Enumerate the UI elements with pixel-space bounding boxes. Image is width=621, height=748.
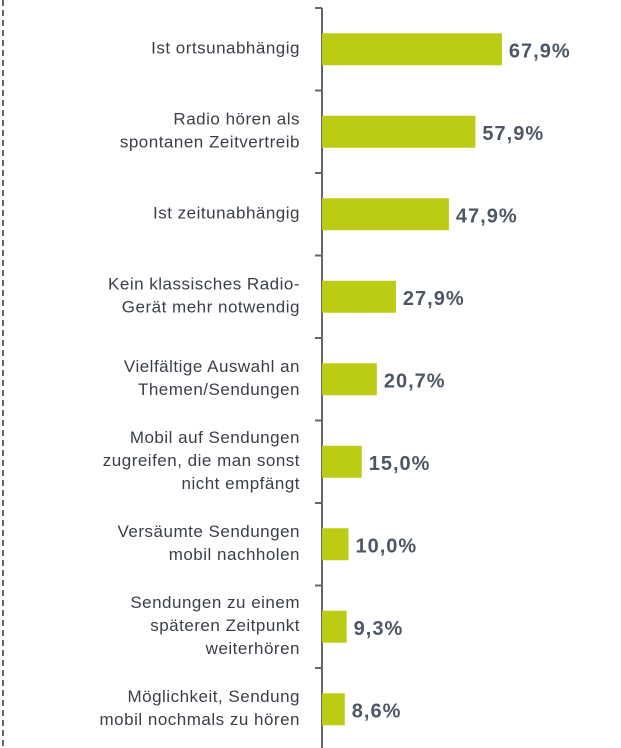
bar xyxy=(322,528,349,561)
category-label: Mobil auf Sendungen zugreifen, die man so… xyxy=(103,428,300,493)
category-label: Sendungen zu einem späteren Zeitpunkt weit… xyxy=(130,593,300,658)
category-label-line: spontanen Zeitvertreib xyxy=(120,133,300,152)
category-label: Vielfältige Auswahl an Themen/Sendungen xyxy=(124,357,300,399)
value-label: 9,3% xyxy=(354,618,404,640)
bar xyxy=(322,280,396,313)
bar xyxy=(322,33,502,66)
category-label: Ist zeitunabhängig xyxy=(153,204,300,223)
bar xyxy=(322,445,362,478)
category-label: Ist ortsunabhängig xyxy=(151,39,300,58)
category-label-line: Kein klassisches Radio- xyxy=(108,275,300,294)
category-label: Versäumte Sendungen mobil nachholen xyxy=(118,522,300,564)
category-label-line: mobil nachholen xyxy=(169,545,300,564)
category-label-line: Ist zeitunabhängig xyxy=(153,204,300,223)
bar xyxy=(322,610,347,643)
category-label-line: Vielfältige Auswahl an xyxy=(124,357,300,376)
bar xyxy=(322,693,345,726)
category-label-line: zugreifen, die man sonst xyxy=(103,451,300,470)
value-label: 57,9% xyxy=(482,123,544,145)
category-label-line: mobil nochmals zu hören xyxy=(100,710,300,729)
value-label: 20,7% xyxy=(384,371,446,393)
category-label: Kein klassisches Radio- Gerät mehr notwen… xyxy=(108,275,300,317)
category-label-line: Möglichkeit, Sendung xyxy=(127,687,300,706)
category-label-line: späteren Zeitpunkt xyxy=(150,616,300,635)
category-label: Möglichkeit, Sendung mobil nochmals zu hö… xyxy=(100,687,300,729)
category-label-line: nicht empfängt xyxy=(181,474,300,493)
value-label: 27,9% xyxy=(403,288,465,310)
value-label: 67,9% xyxy=(509,41,571,63)
category-label-line: Gerät mehr notwendig xyxy=(122,298,300,317)
category-label: Radio hören als spontanen Zeitvertreib xyxy=(120,110,300,152)
category-label-line: Ist ortsunabhängig xyxy=(151,39,300,58)
bar xyxy=(322,363,377,396)
category-label-line: weiterhören xyxy=(205,639,300,658)
category-label-line: Themen/Sendungen xyxy=(138,380,300,399)
value-label: 8,6% xyxy=(352,701,402,723)
bar xyxy=(322,115,476,148)
value-label: 47,9% xyxy=(456,206,518,228)
bar xyxy=(322,198,449,231)
value-label: 15,0% xyxy=(369,453,431,475)
category-label-line: Sendungen zu einem xyxy=(130,593,300,612)
category-label-line: Mobil auf Sendungen xyxy=(130,428,300,447)
category-label-line: Radio hören als xyxy=(173,110,300,129)
category-label-line: Versäumte Sendungen xyxy=(118,522,300,541)
value-label: 10,0% xyxy=(356,536,418,558)
